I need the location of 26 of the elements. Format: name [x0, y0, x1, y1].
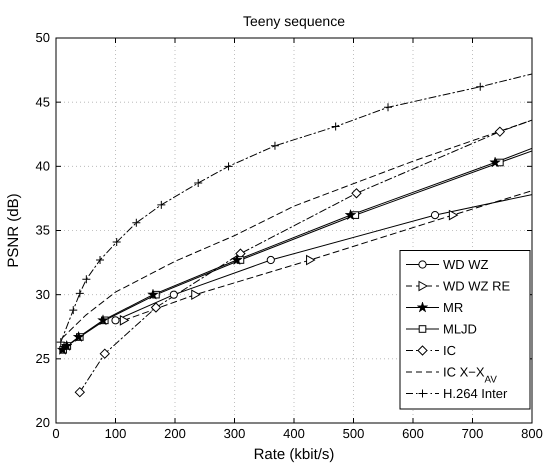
x-tick-label: 500 — [342, 426, 364, 442]
legend-label: H.264 Inter — [443, 386, 508, 401]
legend-label: WD WZ — [443, 257, 489, 272]
y-tick-label: 50 — [36, 30, 50, 46]
x-tick-label: 400 — [283, 426, 305, 442]
x-tick-label: 600 — [402, 426, 424, 442]
legend-label: MLJD — [443, 322, 477, 336]
y-tick-label: 35 — [36, 222, 50, 238]
legend-label: WD WZ RE — [443, 278, 510, 294]
chart-title: Teeny sequence — [243, 13, 346, 29]
y-tick-label: 45 — [36, 94, 50, 110]
y-tick-label: 30 — [36, 286, 50, 302]
y-axis-title: PSNR (dB) — [5, 193, 22, 268]
y-tick-label: 25 — [36, 350, 50, 366]
legend-label: IC — [443, 343, 456, 358]
x-axis-title: Rate (kbit/s) — [254, 446, 334, 463]
legend-label: IC X−X$_{AV}$ — [443, 364, 498, 385]
y-tick-label: 20 — [36, 415, 50, 430]
x-tick-label: 300 — [224, 426, 246, 442]
x-tick-label: 100 — [104, 426, 126, 442]
x-tick-label: 0 — [52, 426, 60, 442]
x-tick-label: 700 — [462, 426, 484, 442]
legend-label: MR — [443, 300, 464, 315]
x-tick-label: 800 — [521, 426, 543, 442]
x-tick-label: 200 — [164, 426, 186, 442]
y-tick-label: 40 — [36, 158, 50, 174]
